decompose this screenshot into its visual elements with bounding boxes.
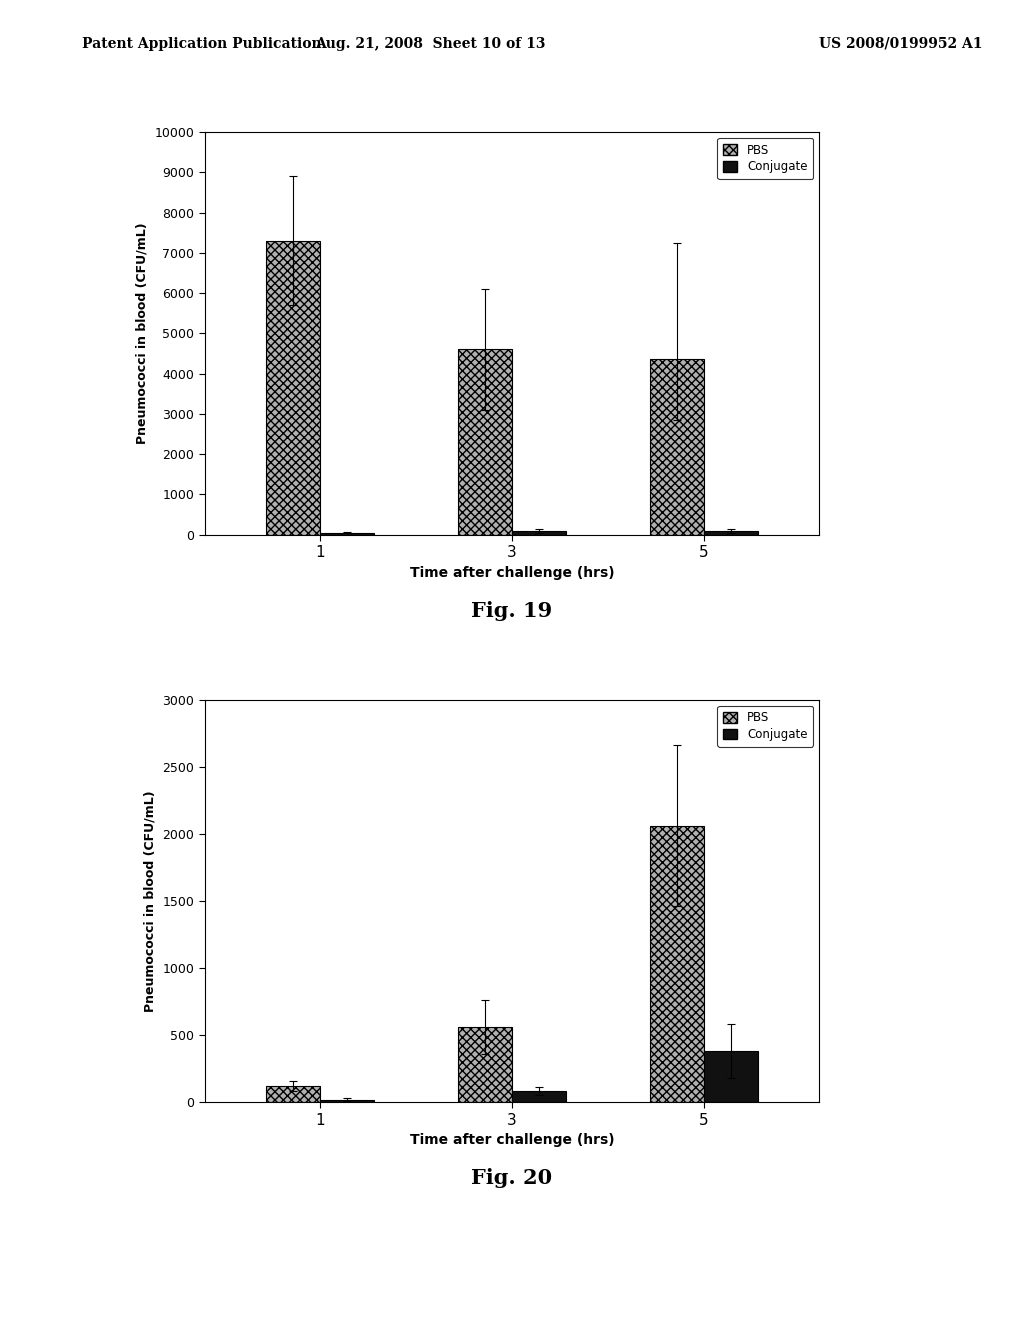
Y-axis label: Pneumococci in blood (CFU/mL): Pneumococci in blood (CFU/mL) bbox=[144, 791, 157, 1011]
Bar bbox=[319, 1100, 374, 1102]
Text: Fig. 19: Fig. 19 bbox=[471, 601, 553, 620]
Bar bbox=[650, 359, 705, 535]
Bar bbox=[705, 1051, 758, 1102]
Legend: PBS, Conjugate: PBS, Conjugate bbox=[718, 705, 813, 747]
Text: Fig. 20: Fig. 20 bbox=[471, 1168, 553, 1188]
Bar bbox=[705, 531, 758, 535]
X-axis label: Time after challenge (hrs): Time after challenge (hrs) bbox=[410, 1133, 614, 1147]
Bar bbox=[319, 532, 374, 535]
Bar bbox=[650, 826, 705, 1102]
Bar bbox=[512, 1092, 565, 1102]
Bar bbox=[266, 1086, 319, 1102]
Text: Aug. 21, 2008  Sheet 10 of 13: Aug. 21, 2008 Sheet 10 of 13 bbox=[314, 37, 546, 51]
Text: US 2008/0199952 A1: US 2008/0199952 A1 bbox=[819, 37, 983, 51]
Bar bbox=[459, 1027, 512, 1102]
Text: Patent Application Publication: Patent Application Publication bbox=[82, 37, 322, 51]
Bar bbox=[459, 350, 512, 535]
X-axis label: Time after challenge (hrs): Time after challenge (hrs) bbox=[410, 565, 614, 579]
Bar bbox=[266, 240, 319, 535]
Bar bbox=[512, 531, 565, 535]
Legend: PBS, Conjugate: PBS, Conjugate bbox=[718, 137, 813, 180]
Y-axis label: Pneumococci in blood (CFU/mL): Pneumococci in blood (CFU/mL) bbox=[136, 223, 148, 444]
